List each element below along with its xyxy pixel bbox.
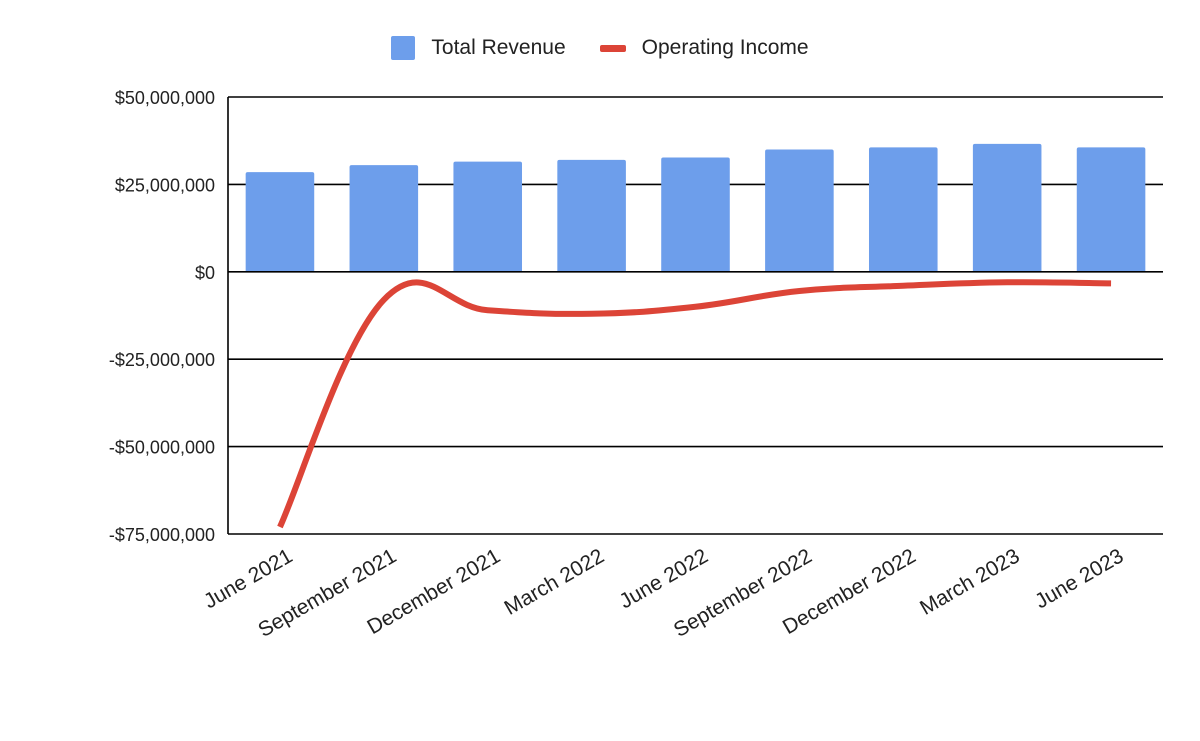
y-tick-label: -$25,000,000 bbox=[109, 350, 215, 370]
x-tick-label: March 2022 bbox=[501, 544, 609, 619]
line-path-operating-income bbox=[277, 279, 1112, 529]
y-tick-label: $25,000,000 bbox=[115, 175, 215, 195]
x-tick-label: June 2022 bbox=[616, 544, 712, 613]
line-operating-income bbox=[277, 279, 1112, 529]
legend-item-operating-income: Operating Income bbox=[599, 36, 809, 60]
legend-swatch-total-revenue bbox=[391, 36, 416, 60]
y-tick-label: $50,000,000 bbox=[115, 88, 215, 108]
x-tick-label: March 2023 bbox=[916, 544, 1024, 619]
bar-total-revenue bbox=[453, 161, 523, 272]
legend-item-total-revenue: Total Revenue bbox=[391, 36, 566, 60]
y-tick-label: $0 bbox=[195, 263, 215, 283]
bar-total-revenue bbox=[1076, 147, 1146, 272]
legend-swatch-operating-income bbox=[599, 44, 626, 52]
y-tick-label: -$75,000,000 bbox=[109, 525, 215, 545]
bar-total-revenue bbox=[868, 147, 938, 272]
y-axis-tick-labels: $50,000,000 $25,000,000 $0 -$25,000,000 -$50… bbox=[109, 88, 215, 545]
legend-label-operating-income: Operating Income bbox=[641, 36, 809, 59]
bar-total-revenue bbox=[245, 172, 315, 272]
legend-label-total-revenue: Total Revenue bbox=[431, 36, 566, 59]
chart-legend: Total Revenue Operating Income bbox=[0, 32, 1200, 64]
bar-total-revenue bbox=[972, 143, 1042, 272]
bar-total-revenue bbox=[765, 149, 834, 272]
y-tick-label: -$50,000,000 bbox=[109, 438, 215, 458]
bar-total-revenue bbox=[557, 159, 626, 272]
x-tick-label: June 2021 bbox=[200, 544, 296, 613]
bars-total-revenue bbox=[228, 143, 1163, 273]
bar-total-revenue bbox=[349, 165, 419, 272]
bar-total-revenue bbox=[661, 157, 730, 272]
x-tick-label: June 2023 bbox=[1031, 544, 1127, 613]
